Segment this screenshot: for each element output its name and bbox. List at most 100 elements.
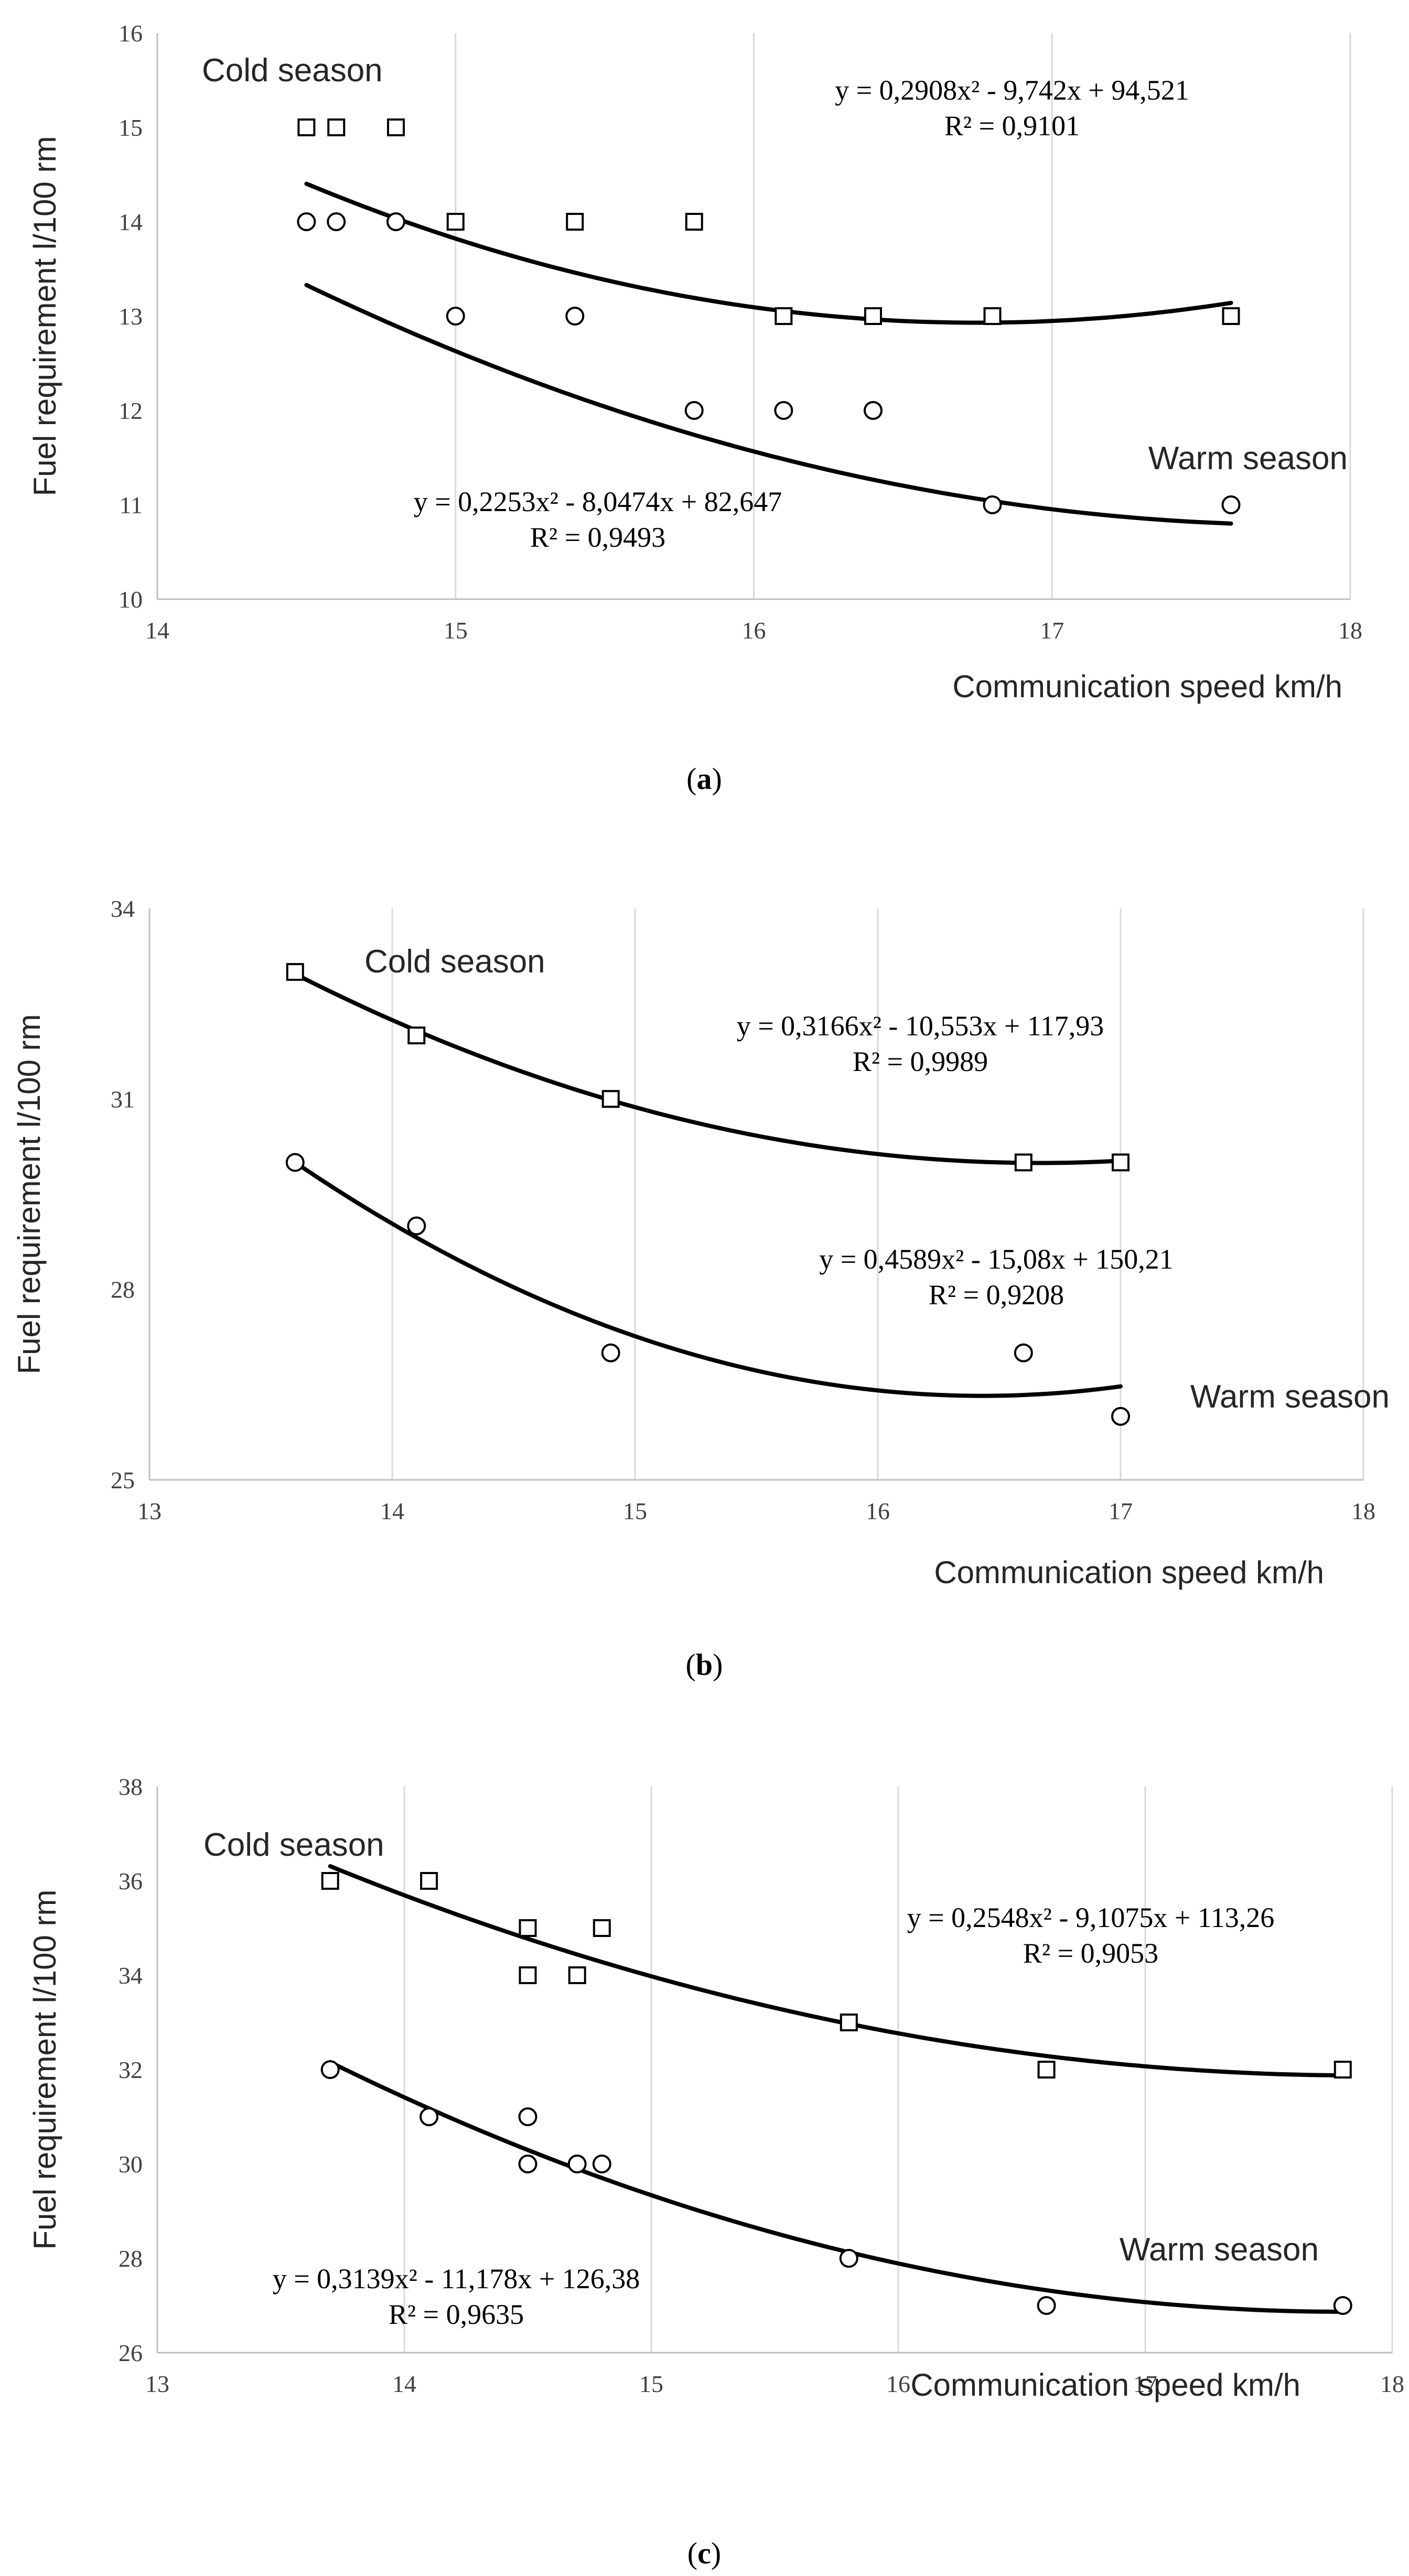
- chart-panel-c: 13 14 15 16 17 18 26 28 30 32 34 36 38 Fuel requireme…: [27, 1773, 1404, 2570]
- panel-letter: b: [696, 1648, 713, 1682]
- cold-season-point: [519, 1966, 537, 1984]
- x-tick-label: 16: [866, 1498, 890, 1524]
- y-tick-label: 11: [120, 492, 143, 518]
- y-tick-label: 13: [119, 303, 143, 330]
- warm-season-r-squared: R² = 0,9493: [530, 522, 665, 553]
- y-tick-label: 38: [119, 1773, 143, 1800]
- y-tick-label: 10: [119, 586, 143, 613]
- warm-season-point: [1221, 495, 1241, 514]
- cold-season-r-squared: R² = 0,9101: [944, 110, 1080, 142]
- x-tick-label: 18: [1338, 617, 1362, 644]
- x-tick-label: 16: [742, 617, 766, 644]
- x-tick-label: 16: [886, 2371, 910, 2397]
- panel-caption: (b): [686, 1648, 723, 1682]
- x-tick-label: 15: [639, 2371, 663, 2397]
- warm-season-r-squared: R² = 0,9208: [929, 1279, 1064, 1311]
- cold-season-trendline: [293, 972, 1123, 1165]
- x-tick-label: 15: [623, 1498, 647, 1524]
- cold-season-point: [1222, 307, 1240, 325]
- x-tick-label: 13: [145, 2371, 169, 2397]
- warm-season-point: [285, 1153, 305, 1172]
- warm-season-point: [407, 1216, 426, 1236]
- warm-season-equation: y = 0,3139x² - 11,178x + 126,38: [273, 2263, 640, 2294]
- y-tick-label: 31: [111, 1086, 135, 1112]
- x-tick-label: 17: [1133, 2371, 1157, 2397]
- panel-caption: (a): [686, 762, 722, 796]
- cold-season-point: [1112, 1153, 1130, 1172]
- y-tick-label: 16: [119, 20, 143, 47]
- y-tick-label: 12: [119, 397, 143, 424]
- cold-season-point: [1037, 2061, 1056, 2079]
- warm-season-point: [327, 212, 346, 231]
- warm-season-point: [864, 401, 883, 420]
- cold-season-point: [446, 213, 465, 231]
- x-tick-label: 15: [444, 617, 468, 644]
- y-tick-label: 25: [111, 1467, 135, 1493]
- x-tick-label: 14: [145, 617, 169, 644]
- cold-season-label: Cold season: [203, 1827, 384, 1863]
- warm-season-point: [601, 1343, 620, 1362]
- panel-caption: (c): [687, 2536, 721, 2570]
- y-tick-label: 14: [119, 209, 143, 235]
- y-tick-label: 32: [119, 2057, 143, 2083]
- warm-season-point: [567, 2155, 587, 2173]
- warm-season-equation: y = 0,2253x² - 8,0474x + 82,647: [414, 486, 782, 517]
- warm-season-point: [518, 2107, 537, 2126]
- cold-season-point: [685, 213, 703, 231]
- cold-season-point: [601, 1090, 620, 1108]
- cold-season-r-squared: R² = 0,9989: [853, 1046, 988, 1077]
- warm-season-point: [386, 212, 405, 231]
- cold-season-point: [286, 963, 304, 981]
- x-tick-label: 13: [137, 1498, 162, 1524]
- x-tick-label: 14: [380, 1498, 404, 1524]
- warm-season-point: [1111, 1406, 1130, 1426]
- y-axis-title: Fuel requirement l/100 rm: [27, 1890, 62, 2250]
- warm-season-point: [592, 2155, 611, 2173]
- y-tick-label: 28: [119, 2245, 143, 2272]
- cold-season-point: [1333, 2061, 1352, 2079]
- warm-season-point: [297, 212, 316, 231]
- warm-season-point: [1333, 2296, 1352, 2315]
- warm-season-point: [1014, 1343, 1033, 1362]
- x-axis-title: Communication speed km/h: [910, 2367, 1300, 2402]
- warm-season-trendline: [293, 1160, 1123, 1398]
- cold-season-point: [387, 118, 405, 136]
- cold-season-point: [593, 1919, 611, 1937]
- cold-season-point: [840, 2014, 858, 2031]
- x-axis-title: Communication speed km/h: [934, 1555, 1324, 1590]
- y-axis-title: Fuel requirement l/100 rm: [12, 1014, 47, 1374]
- cold-season-label: Cold season: [364, 944, 545, 980]
- warm-season-point: [320, 2060, 340, 2079]
- cold-season-point: [1014, 1153, 1032, 1172]
- warm-season-r-squared: R² = 0,9635: [389, 2299, 524, 2330]
- warm-season-point: [1037, 2296, 1056, 2315]
- cold-season-r-squared: R² = 0,9053: [1023, 1938, 1158, 1969]
- y-tick-label: 30: [119, 2151, 143, 2178]
- chart-panel-b: 13 14 15 16 17 18 25 28 31 34 Fuel requirement l/1…: [12, 895, 1390, 1682]
- x-tick-label: 17: [1109, 1498, 1133, 1524]
- panel-letter: c: [697, 2536, 711, 2570]
- cold-season-equation: y = 0,2548x² - 9,1075x + 113,26: [907, 1902, 1275, 1933]
- y-axis-title: Fuel requirement l/100 rm: [27, 136, 62, 496]
- warm-season-label: Warm season: [1148, 440, 1348, 477]
- cold-season-point: [983, 307, 1002, 325]
- cold-season-point: [568, 1966, 586, 1984]
- y-tick-label: 26: [119, 2340, 143, 2366]
- panel-letter: a: [697, 762, 712, 796]
- warm-season-point: [839, 2249, 858, 2268]
- cold-season-point: [519, 1919, 537, 1937]
- y-tick-label: 34: [111, 895, 135, 922]
- x-axis-title: Communication speed km/h: [952, 669, 1342, 704]
- warm-season-point: [420, 2107, 439, 2126]
- cold-season-point: [420, 1872, 438, 1890]
- warm-season-label: Warm season: [1190, 1379, 1390, 1415]
- cold-season-point: [297, 118, 316, 136]
- warm-season-point: [446, 307, 465, 326]
- y-tick-label: 34: [119, 1962, 143, 1989]
- warm-season-trendline: [328, 2060, 1345, 2314]
- cold-season-equation: y = 0,3166x² - 10,553x + 117,93: [737, 1010, 1104, 1042]
- cold-season-point: [775, 307, 793, 325]
- warm-season-point: [565, 307, 585, 326]
- cold-season-point: [321, 1872, 339, 1890]
